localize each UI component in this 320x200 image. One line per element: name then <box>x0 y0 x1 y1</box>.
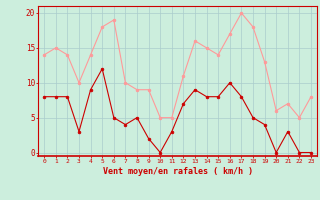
X-axis label: Vent moyen/en rafales ( km/h ): Vent moyen/en rafales ( km/h ) <box>103 167 252 176</box>
